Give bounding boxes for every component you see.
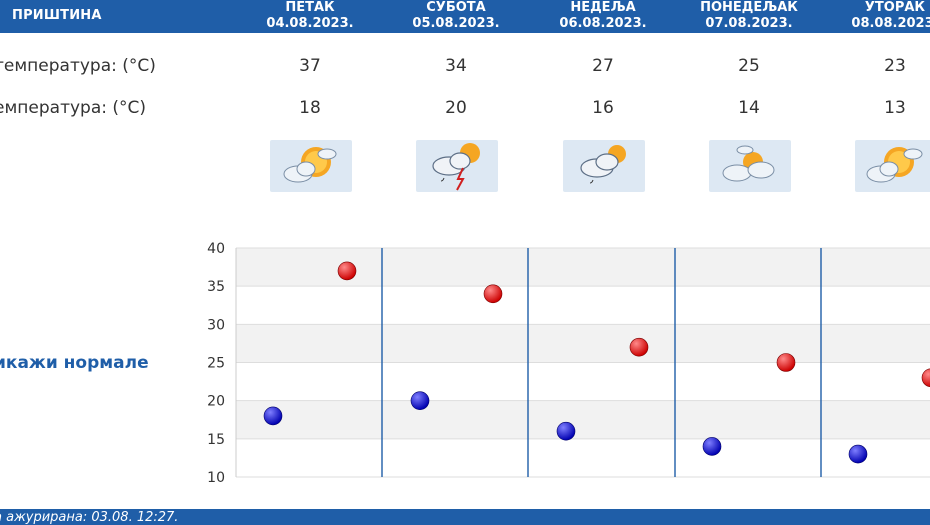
min-temp-point — [410, 391, 430, 410]
y-tick-label: 30 — [207, 317, 225, 333]
max-temp-point — [629, 337, 649, 357]
day-date: 08.08.2023. — [851, 16, 930, 31]
show-normals-link[interactable]: икажи нормале — [0, 353, 149, 373]
city-name: ПРИШТИНА — [12, 8, 102, 23]
day-name: ПОНЕДЕЉАК — [700, 0, 798, 15]
max-temp-value: 23 — [884, 56, 906, 76]
max-temp-value: 25 — [738, 56, 760, 76]
temperature-points — [263, 261, 930, 464]
day-date: 05.08.2023. — [412, 16, 500, 31]
partly-cloudy-icon — [709, 140, 791, 192]
min-temp-value: 20 — [445, 98, 467, 118]
y-axis-ticks: 40 35 30 25 20 15 10 — [207, 241, 225, 486]
grid-band — [236, 324, 930, 363]
last-updated: а ажурирана: 03.08. 12:27. — [0, 510, 179, 525]
day-header: НЕДЕЉА 06.08.2023. — [528, 0, 678, 32]
min-temp-value: 14 — [738, 98, 760, 118]
grid-band — [236, 400, 930, 439]
sun-behind-clouds-icon — [855, 140, 930, 192]
sun-behind-clouds-icon — [270, 140, 352, 192]
cloud-rain-icon — [563, 140, 645, 192]
day-name: УТОРАК — [864, 0, 926, 15]
y-tick-label: 10 — [207, 470, 225, 486]
max-temp-point — [921, 368, 930, 388]
header-bar: ПРИШТИНА ПЕТАК 04.08.2023. СУБОТА 05.08.… — [0, 0, 930, 33]
day-header: УТОРАК 08.08.2023. — [820, 0, 930, 32]
max-temp-value: 37 — [299, 56, 321, 76]
max-temp-point — [337, 261, 357, 281]
min-temp-value: 13 — [884, 98, 906, 118]
y-tick-label: 40 — [207, 241, 225, 257]
min-temp-point — [702, 437, 722, 456]
y-tick-label: 20 — [207, 394, 225, 410]
temperature-chart: 40 35 30 25 20 15 10 — [207, 241, 930, 486]
day-name: НЕДЕЉА — [570, 0, 636, 15]
max-temp-point — [483, 284, 503, 304]
grid-band — [236, 286, 930, 325]
grid-band — [236, 438, 930, 477]
y-tick-label: 35 — [207, 279, 225, 295]
max-temp-value: 27 — [592, 56, 614, 76]
y-tick-label: 15 — [207, 432, 225, 448]
day-date: 07.08.2023. — [705, 16, 793, 31]
day-date: 04.08.2023. — [266, 16, 354, 31]
day-header: СУБОТА 05.08.2023. — [381, 0, 531, 32]
day-header: ПЕТАК 04.08.2023. — [235, 0, 385, 32]
max-temp-value: 34 — [445, 56, 467, 76]
footer-bar: а ажурирана: 03.08. 12:27. — [0, 509, 930, 525]
max-temp-point — [776, 353, 796, 372]
y-tick-label: 25 — [207, 356, 225, 372]
min-temp-point — [556, 421, 576, 441]
grid-band — [236, 362, 930, 401]
chart-bands — [235, 247, 930, 478]
day-header: ПОНЕДЕЉАК 07.08.2023. — [674, 0, 824, 32]
min-temp-point — [263, 406, 283, 426]
day-date: 06.08.2023. — [559, 16, 647, 31]
thunderstorm-rain-icon — [416, 140, 498, 192]
day-name: СУБОТА — [426, 0, 486, 15]
min-temp-value: 16 — [592, 98, 614, 118]
min-temp-value: 18 — [299, 98, 321, 118]
min-temp-label: емпература: (°C) — [0, 98, 147, 118]
min-temp-point — [848, 444, 868, 464]
max-temp-label: температура: (°C) — [0, 56, 156, 76]
day-name: ПЕТАК — [285, 0, 335, 15]
day-separators — [381, 248, 822, 477]
